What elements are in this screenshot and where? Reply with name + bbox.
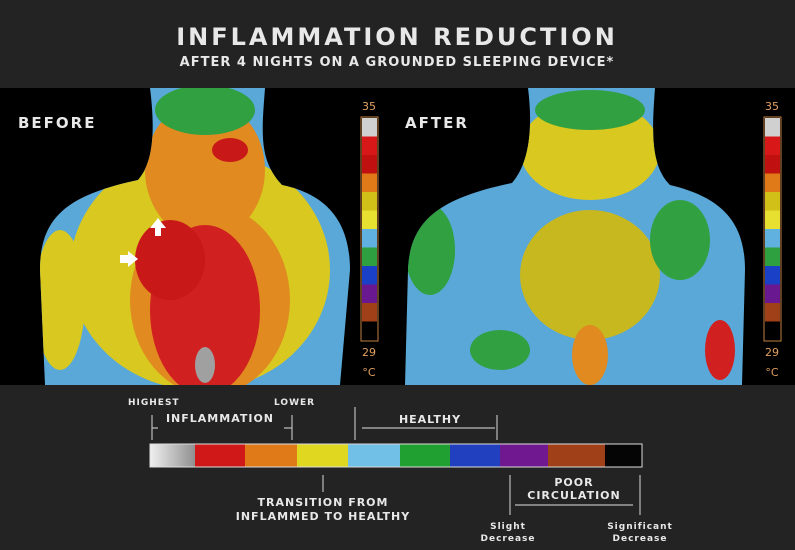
arrow <box>150 218 166 236</box>
scale-swatch <box>765 192 780 211</box>
bracket <box>354 407 498 440</box>
scale-swatch <box>765 136 780 155</box>
color-swatch <box>245 444 297 467</box>
scale-label: °C <box>765 366 779 379</box>
scale-swatch <box>765 321 780 340</box>
scale-swatch <box>765 210 780 229</box>
thermal-shape <box>145 100 265 240</box>
scale-swatch <box>362 266 377 285</box>
arrow <box>120 251 138 267</box>
scale-swatch <box>362 229 377 248</box>
scale-label: 29 <box>362 346 376 359</box>
color-swatch <box>348 444 400 467</box>
scale-label: 35 <box>362 100 376 113</box>
thermal-shape <box>650 200 710 280</box>
thermal-shape <box>705 320 735 380</box>
scale-label: 35 <box>765 100 779 113</box>
scale-swatch <box>765 284 780 303</box>
before-thermal <box>40 88 350 385</box>
legend-text: LOWER <box>274 398 315 408</box>
color-swatch <box>400 444 450 467</box>
scale-swatch <box>765 247 780 266</box>
scale-label: 29 <box>765 346 779 359</box>
scale-swatch <box>765 155 780 174</box>
color-bar-frame <box>149 443 643 468</box>
thermal-shape <box>135 220 205 300</box>
legend-text: INFLAMMATION <box>166 412 274 425</box>
color-swatch <box>450 444 500 467</box>
scale-frame <box>763 116 782 342</box>
scale-swatch <box>765 229 780 248</box>
legend-text: Decrease <box>613 534 668 544</box>
legend-text: POOR <box>554 476 593 489</box>
legend-text: HIGHEST <box>128 398 180 408</box>
thermal-shape <box>572 325 608 385</box>
legend-text: Slight <box>490 522 526 532</box>
thermal-shape <box>535 90 645 130</box>
legend-text: Decrease <box>481 534 536 544</box>
legend-text: Significant <box>607 522 673 532</box>
color-swatch <box>297 444 348 467</box>
panel-label: AFTER <box>405 114 469 132</box>
scale-swatch <box>362 192 377 211</box>
legend-text: HEALTHY <box>399 413 461 426</box>
color-swatch <box>548 444 605 467</box>
scale-swatch <box>362 173 377 192</box>
color-swatch <box>605 444 642 467</box>
subtitle: AFTER 4 NIGHTS ON A GROUNDED SLEEPING DE… <box>180 55 615 70</box>
scale-swatch <box>765 303 780 322</box>
bracket <box>322 475 641 515</box>
title: INFLAMMATION REDUCTION <box>176 23 618 51</box>
color-swatch <box>195 444 245 467</box>
bracket <box>151 415 293 440</box>
thermal-shape <box>212 138 248 162</box>
scale-swatch <box>765 118 780 137</box>
thermal-shape <box>470 330 530 370</box>
color-bar <box>149 443 643 468</box>
thermal-shape <box>40 230 85 370</box>
scale-swatch <box>362 284 377 303</box>
thermal-shape <box>520 210 660 340</box>
scale-swatch <box>362 321 377 340</box>
scale-swatch <box>765 266 780 285</box>
thermal-shape <box>155 88 255 135</box>
scale-swatch <box>362 210 377 229</box>
color-swatch <box>500 444 548 467</box>
panel-label: BEFORE <box>18 114 96 132</box>
thermal-shape <box>195 347 215 383</box>
legend-text: CIRCULATION <box>527 489 620 502</box>
scale-frame <box>360 116 379 342</box>
scale-swatch <box>362 136 377 155</box>
scale-swatch <box>362 247 377 266</box>
scale-swatch <box>362 303 377 322</box>
scale-label: °C <box>362 366 376 379</box>
color-swatch <box>150 444 195 467</box>
scale-swatch <box>765 173 780 192</box>
scale-swatch <box>362 155 377 174</box>
temperature-scales: 35 29 °C 35 29 °C <box>360 100 782 379</box>
legend-text: TRANSITION FROM <box>258 496 389 509</box>
scale-swatch <box>362 118 377 137</box>
legend-text: INFLAMMED TO HEALTHY <box>236 510 411 523</box>
